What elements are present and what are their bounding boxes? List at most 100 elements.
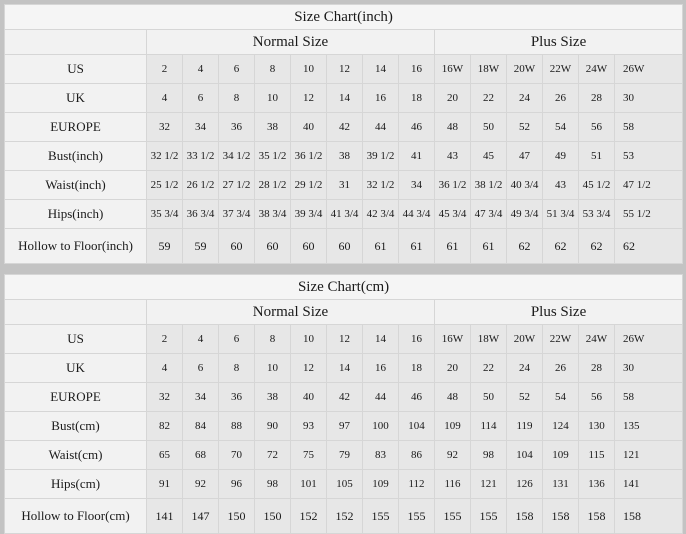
measurement-cell: 12 bbox=[326, 324, 363, 354]
measurement-cell: 90 bbox=[254, 411, 291, 441]
measurement-cell: 59 bbox=[182, 228, 219, 264]
measurement-cell: 56 bbox=[578, 382, 615, 412]
measurement-cell: 8 bbox=[254, 54, 291, 84]
measurement-cell: 12 bbox=[290, 353, 327, 383]
measurement-cell: 61 bbox=[398, 228, 435, 264]
measurement-cell: 6 bbox=[218, 324, 255, 354]
row-label: EUROPE bbox=[4, 382, 147, 412]
measurement-cell: 43 bbox=[542, 170, 579, 200]
measurement-cell: 91 bbox=[146, 469, 183, 499]
table-row: Waist(cm) 65 68 70 72 75 79 83 86 92 98 104 109 115 12… bbox=[4, 440, 684, 470]
size-group-header: Normal Size bbox=[146, 299, 435, 325]
measurement-cell: 6 bbox=[182, 353, 219, 383]
measurement-cell: 62 bbox=[542, 228, 579, 264]
measurement-cell: 20 bbox=[434, 353, 471, 383]
measurement-cell: 26 bbox=[542, 353, 579, 383]
measurement-cell: 104 bbox=[398, 411, 435, 441]
measurement-cell: 28 bbox=[578, 353, 615, 383]
measurement-cell: 32 1/2 bbox=[362, 170, 399, 200]
measurement-cell: 84 bbox=[182, 411, 219, 441]
measurement-cell: 26W bbox=[613, 324, 684, 354]
measurement-cell: 83 bbox=[362, 440, 399, 470]
measurement-cell: 8 bbox=[218, 353, 255, 383]
measurement-cell: 38 bbox=[326, 141, 363, 171]
measurement-cell: 24 bbox=[506, 353, 543, 383]
size-group-header-row: Normal Size Plus Size bbox=[4, 29, 684, 55]
measurement-cell: 60 bbox=[290, 228, 327, 264]
measurement-cell: 82 bbox=[146, 411, 183, 441]
measurement-cell: 61 bbox=[434, 228, 471, 264]
measurement-cell: 6 bbox=[182, 83, 219, 113]
measurement-cell: 116 bbox=[434, 469, 471, 499]
measurement-cell: 31 bbox=[326, 170, 363, 200]
measurement-cell: 75 bbox=[290, 440, 327, 470]
measurement-cell: 2 bbox=[146, 54, 183, 84]
measurement-cell: 40 bbox=[290, 382, 327, 412]
measurement-cell: 112 bbox=[398, 469, 435, 499]
measurement-cell: 36 1/2 bbox=[290, 141, 327, 171]
measurement-cell: 52 bbox=[506, 382, 543, 412]
measurement-cell: 8 bbox=[218, 83, 255, 113]
measurement-cell: 16 bbox=[398, 54, 435, 84]
measurement-cell: 42 3/4 bbox=[362, 199, 399, 229]
table-row: Bust(cm) 82 84 88 90 93 97 100 104 109 114 119 124 13… bbox=[4, 411, 684, 441]
measurement-cell: 98 bbox=[470, 440, 507, 470]
measurement-cell: 22 bbox=[470, 353, 507, 383]
measurement-cell: 130 bbox=[578, 411, 615, 441]
measurement-cell: 47 bbox=[506, 141, 543, 171]
measurement-cell: 42 bbox=[326, 382, 363, 412]
measurement-cell: 37 3/4 bbox=[218, 199, 255, 229]
group-header-corner bbox=[4, 29, 147, 55]
measurement-cell: 44 3/4 bbox=[398, 199, 435, 229]
measurement-cell: 98 bbox=[254, 469, 291, 499]
measurement-cell: 54 bbox=[542, 382, 579, 412]
measurement-cell: 10 bbox=[290, 324, 327, 354]
measurement-cell: 121 bbox=[470, 469, 507, 499]
measurement-cell: 26W bbox=[613, 54, 684, 84]
measurement-cell: 135 bbox=[613, 411, 684, 441]
table-row: Hollow to Floor(cm) 141 147 150 150 152 152 155… bbox=[4, 498, 684, 534]
measurement-cell: 61 bbox=[470, 228, 507, 264]
measurement-cell: 47 3/4 bbox=[470, 199, 507, 229]
measurement-cell: 36 bbox=[218, 112, 255, 142]
measurement-cell: 29 1/2 bbox=[290, 170, 327, 200]
measurement-cell: 6 bbox=[218, 54, 255, 84]
measurement-cell: 60 bbox=[218, 228, 255, 264]
row-label: US bbox=[4, 324, 147, 354]
measurement-cell: 18 bbox=[398, 353, 435, 383]
measurement-cell: 45 3/4 bbox=[434, 199, 471, 229]
measurement-cell: 44 bbox=[362, 382, 399, 412]
measurement-cell: 49 3/4 bbox=[506, 199, 543, 229]
measurement-cell: 26 1/2 bbox=[182, 170, 219, 200]
measurement-cell: 32 bbox=[146, 112, 183, 142]
measurement-cell: 51 bbox=[578, 141, 615, 171]
measurement-cell: 46 bbox=[398, 112, 435, 142]
size-chart-table-inch: Size Chart(inch) Normal Size Plus Size US 2 4… bbox=[3, 4, 684, 264]
measurement-cell: 92 bbox=[182, 469, 219, 499]
size-group-header: Plus Size bbox=[433, 299, 684, 325]
chart-title: Size Chart(cm) bbox=[3, 274, 684, 300]
row-label: Waist(cm) bbox=[4, 440, 147, 470]
measurement-cell: 4 bbox=[146, 353, 183, 383]
measurement-cell: 38 bbox=[254, 382, 291, 412]
measurement-cell: 12 bbox=[326, 54, 363, 84]
row-label: Hips(inch) bbox=[4, 199, 147, 229]
table-row: Bust(inch) 32 1/2 33 1/2 34 1/2 35 1/2 36 1/2… bbox=[4, 141, 684, 171]
chart-title-row: Size Chart(inch) bbox=[3, 4, 684, 30]
table-row: EUROPE 32 34 36 38 40 42 44 46 48 50 52 54 56 58 bbox=[4, 112, 684, 142]
measurement-cell: 150 bbox=[218, 498, 255, 534]
measurement-cell: 126 bbox=[506, 469, 543, 499]
measurement-cell: 35 1/2 bbox=[254, 141, 291, 171]
measurement-cell: 55 1/2 bbox=[613, 199, 684, 229]
measurement-cell: 109 bbox=[434, 411, 471, 441]
row-label: US bbox=[4, 54, 147, 84]
measurement-cell: 131 bbox=[542, 469, 579, 499]
measurement-cell: 59 bbox=[146, 228, 183, 264]
measurement-cell: 101 bbox=[290, 469, 327, 499]
measurement-cell: 109 bbox=[542, 440, 579, 470]
measurement-cell: 92 bbox=[434, 440, 471, 470]
measurement-cell: 124 bbox=[542, 411, 579, 441]
measurement-cell: 32 1/2 bbox=[146, 141, 183, 171]
measurement-cell: 20W bbox=[506, 54, 543, 84]
row-label: Hollow to Floor(cm) bbox=[4, 498, 147, 534]
